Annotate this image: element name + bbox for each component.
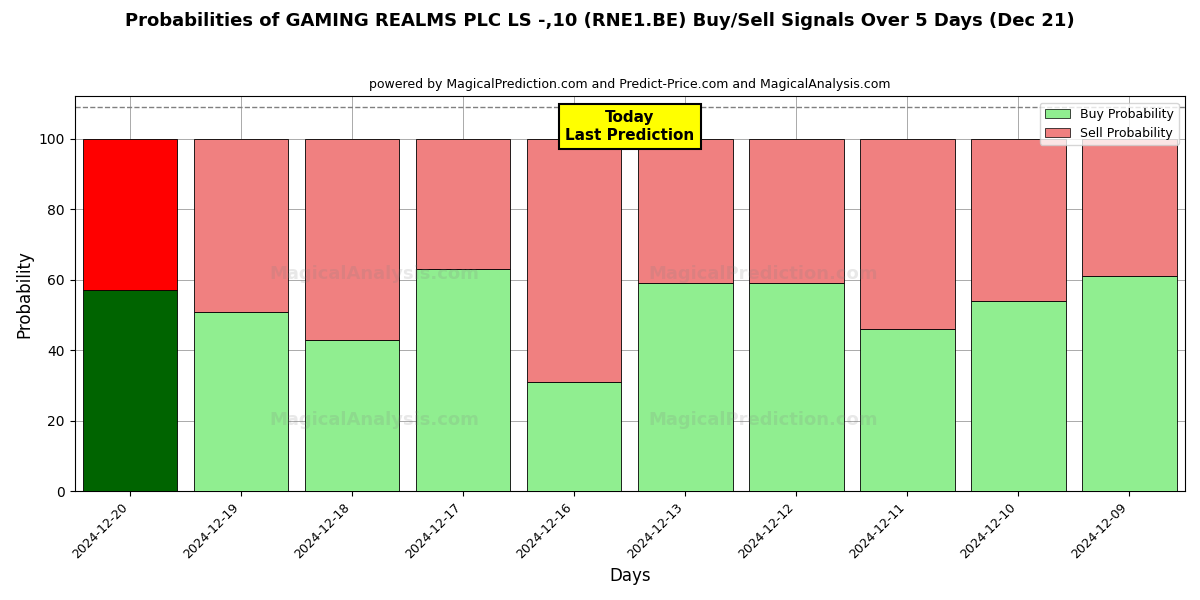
Bar	[749, 283, 844, 491]
Bar	[194, 139, 288, 311]
Bar	[527, 139, 622, 382]
Bar	[83, 139, 178, 290]
Bar	[638, 283, 732, 491]
Bar	[1082, 276, 1177, 491]
Bar	[305, 139, 400, 340]
Bar	[416, 139, 510, 269]
Title: powered by MagicalPrediction.com and Predict-Price.com and MagicalAnalysis.com: powered by MagicalPrediction.com and Pre…	[370, 78, 890, 91]
Bar	[1082, 139, 1177, 276]
Bar	[638, 139, 732, 283]
Bar	[971, 139, 1066, 301]
Text: MagicalPrediction.com: MagicalPrediction.com	[648, 265, 878, 283]
Text: Today
Last Prediction: Today Last Prediction	[565, 110, 695, 143]
Text: Probabilities of GAMING REALMS PLC LS -,10 (RNE1.BE) Buy/Sell Signals Over 5 Day: Probabilities of GAMING REALMS PLC LS -,…	[125, 12, 1075, 30]
Bar	[860, 329, 955, 491]
Bar	[83, 290, 178, 491]
Bar	[971, 301, 1066, 491]
Text: MagicalAnalysis.com: MagicalAnalysis.com	[270, 412, 479, 430]
Y-axis label: Probability: Probability	[16, 250, 34, 338]
Bar	[416, 269, 510, 491]
Bar	[194, 311, 288, 491]
Bar	[749, 139, 844, 283]
Bar	[527, 382, 622, 491]
X-axis label: Days: Days	[610, 567, 650, 585]
Text: MagicalPrediction.com: MagicalPrediction.com	[648, 412, 878, 430]
Legend: Buy Probability, Sell Probability: Buy Probability, Sell Probability	[1040, 103, 1178, 145]
Text: MagicalAnalysis.com: MagicalAnalysis.com	[270, 265, 479, 283]
Bar	[305, 340, 400, 491]
Bar	[860, 139, 955, 329]
